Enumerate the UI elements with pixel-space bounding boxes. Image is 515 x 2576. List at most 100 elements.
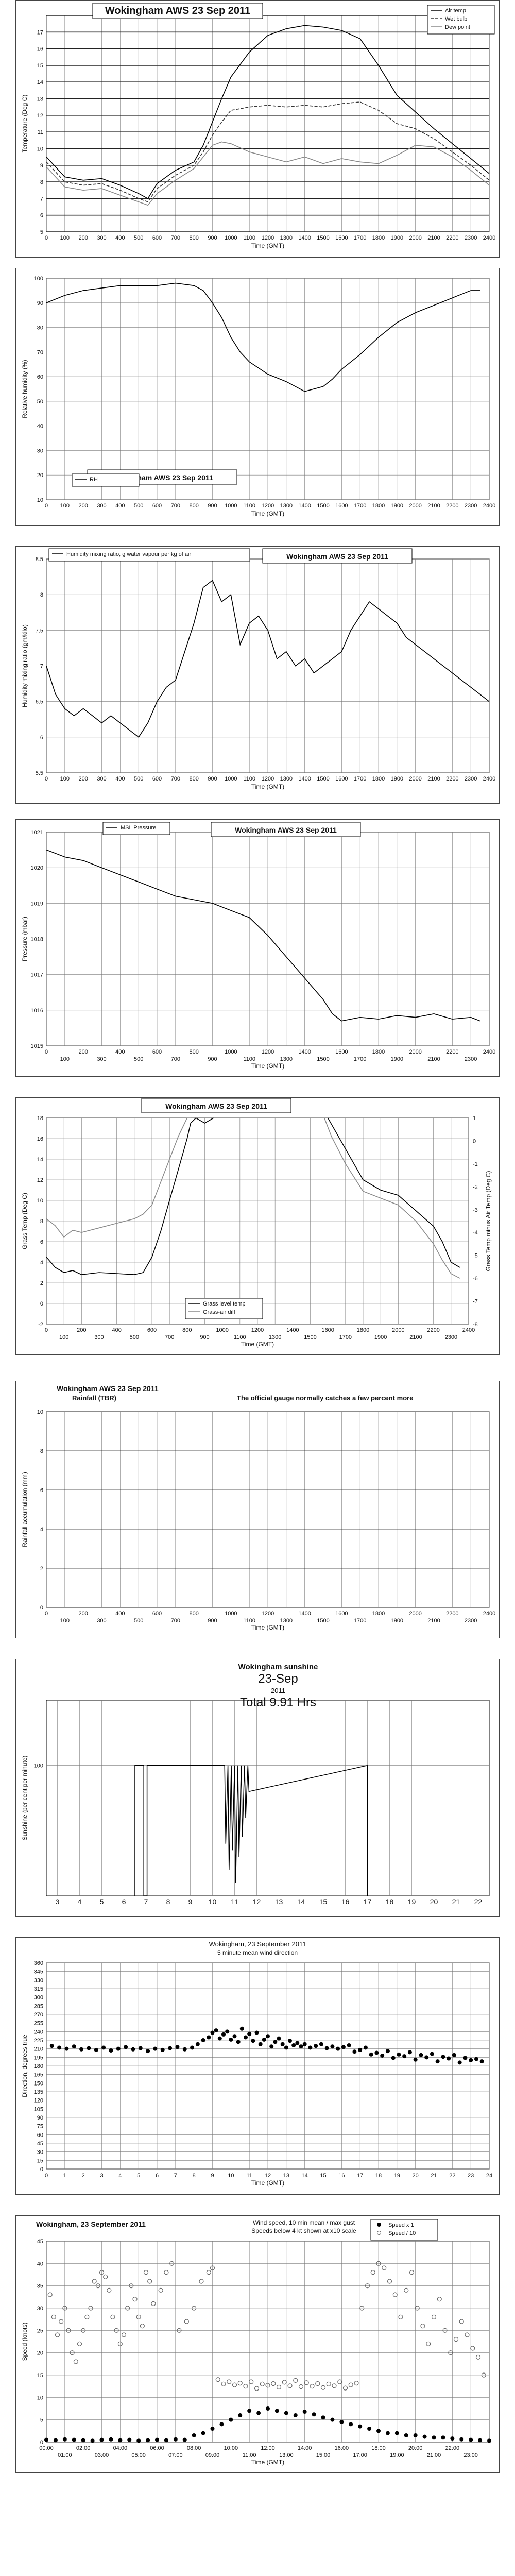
data-point — [308, 2045, 313, 2050]
y-tick-label: 100 — [34, 276, 43, 282]
data-point — [256, 2411, 261, 2415]
x-tick-label: 1500 — [304, 1334, 316, 1341]
data-point — [359, 2306, 365, 2311]
y2-tick-label: -3 — [473, 1207, 478, 1213]
x-axis-label: Time (GMT) — [251, 510, 284, 517]
y-tick-label: 7 — [40, 196, 43, 202]
x-tick-label: 15 — [319, 1897, 328, 1906]
data-point — [336, 2046, 340, 2051]
data-point — [155, 2437, 159, 2442]
x-tick-label: 19:00 — [390, 2452, 404, 2459]
y-axis-label: Speed (knots) — [21, 2323, 28, 2361]
y-axis-label: Temperature (Deg C) — [21, 95, 28, 153]
y-tick-label: 14 — [37, 1157, 43, 1163]
x-tick-label: 1800 — [372, 235, 385, 241]
x-tick-label: 00:00 — [39, 2445, 54, 2451]
data-point — [424, 2055, 429, 2060]
data-point — [121, 2332, 127, 2337]
x-tick-label: 1500 — [317, 503, 329, 509]
x-tick-label: 0 — [45, 235, 48, 241]
y2-tick-label: -1 — [473, 1161, 478, 1167]
y-tick-label: 15 — [37, 63, 43, 69]
data-point — [287, 2383, 293, 2388]
x-tick-label: 9 — [188, 1897, 193, 1906]
x-tick-label: 4 — [78, 1897, 82, 1906]
x-tick-label: 2000 — [409, 503, 421, 509]
y-tick-label: 5 — [40, 2417, 43, 2424]
legend-label: Grass level temp — [203, 1301, 246, 1307]
x-tick-label: 06:00 — [150, 2445, 164, 2451]
x-tick-label: 600 — [152, 235, 162, 241]
data-point — [244, 2035, 248, 2040]
x-tick-label: 1300 — [280, 776, 293, 782]
x-tick-label: 18:00 — [371, 2445, 386, 2451]
data-point — [247, 2409, 252, 2413]
y-tick-label: 360 — [34, 1960, 43, 1967]
pressure-chart: 1015 1016 1017 1018 1019 1020 1021 0 100 200 300 40… — [15, 819, 500, 1077]
x-tick-label: 1900 — [391, 1056, 403, 1062]
y-tick-label: 7 — [40, 664, 43, 670]
x-tick-label: 14 — [297, 1897, 305, 1906]
x-tick-label: 10:00 — [224, 2445, 238, 2451]
data-point — [146, 2438, 150, 2443]
x-tick-label: 21 — [452, 1897, 460, 1906]
y-tick-label: 6.5 — [36, 699, 43, 705]
data-point — [127, 2437, 132, 2442]
x-tick-label: 1900 — [391, 1618, 403, 1624]
data-point — [207, 2035, 211, 2040]
data-point — [210, 2427, 215, 2431]
rainfall-chart: 0 2 4 6 8 10 0 100 200 300 400 500 600 700 800 900 1000 1… — [15, 1381, 500, 1638]
data-point — [299, 2044, 303, 2049]
series-line — [46, 849, 480, 1022]
data-point — [358, 2424, 363, 2429]
x-tick-label: 7 — [144, 1897, 148, 1906]
x-tick-label: 1600 — [335, 235, 348, 241]
data-point — [452, 2053, 456, 2057]
data-point — [266, 2406, 270, 2411]
x-tick-label: 100 — [60, 776, 70, 782]
data-point — [195, 2042, 200, 2046]
y-tick-label: 8 — [40, 1218, 43, 1225]
x-tick-label: 1500 — [317, 235, 329, 241]
chart-subtitle: Wind speed, 10 min mean / max gust — [253, 2219, 355, 2226]
x-tick-label: 2200 — [446, 776, 458, 782]
x-tick-label: 1000 — [225, 503, 237, 509]
y-tick-label: 50 — [37, 399, 43, 405]
y-tick-label: 15 — [37, 2372, 43, 2379]
y-tick-label: 13 — [37, 96, 43, 103]
data-point — [481, 2372, 486, 2378]
data-point — [158, 2287, 163, 2293]
data-point — [431, 2314, 437, 2319]
data-point — [243, 2384, 248, 2389]
x-tick-label: 100 — [60, 235, 70, 241]
x-tick-label: 200 — [78, 1611, 88, 1617]
x-tick-label: 1100 — [243, 235, 255, 241]
x-tick-label: 16 — [338, 2173, 345, 2179]
y-tick-label: 16 — [37, 1136, 43, 1142]
x-tick-label: 19 — [408, 1897, 416, 1906]
x-axis-label: Time (GMT) — [251, 1624, 284, 1631]
y-tick-label: 18 — [37, 1115, 43, 1122]
x-tick-label: 8 — [193, 2173, 196, 2179]
y-tick-label: 1020 — [31, 865, 43, 871]
rain-svg: 0246810010020030040050060070080090010001… — [15, 1381, 500, 1638]
x-tick-label: 12 — [253, 1897, 261, 1906]
x-tick-label: 1500 — [317, 776, 329, 782]
series-line — [46, 282, 480, 392]
y-axis-label: Direction, degrees true — [21, 2035, 28, 2097]
x-tick-label: 1100 — [243, 776, 255, 782]
data-point — [44, 2437, 48, 2442]
data-point — [210, 2265, 215, 2270]
x-tick-label: 1900 — [391, 503, 403, 509]
x-tick-label: 3 — [100, 2173, 103, 2179]
x-tick-label: 1700 — [354, 235, 366, 241]
sunshine-chart: 100 3 4 5 6 7 8 9 10 11 12 13 14 15 16 17 18 19 20 21 22 Suns… — [15, 1659, 500, 1917]
series-line — [134, 1765, 368, 1896]
legend-box — [102, 822, 170, 835]
data-point — [332, 2383, 337, 2388]
y-tick-label: 90 — [37, 2115, 43, 2121]
x-tick-label: 2200 — [446, 235, 458, 241]
legend-label: Wet bulb — [445, 16, 467, 22]
data-point — [398, 2314, 403, 2319]
data-point — [47, 2292, 53, 2297]
